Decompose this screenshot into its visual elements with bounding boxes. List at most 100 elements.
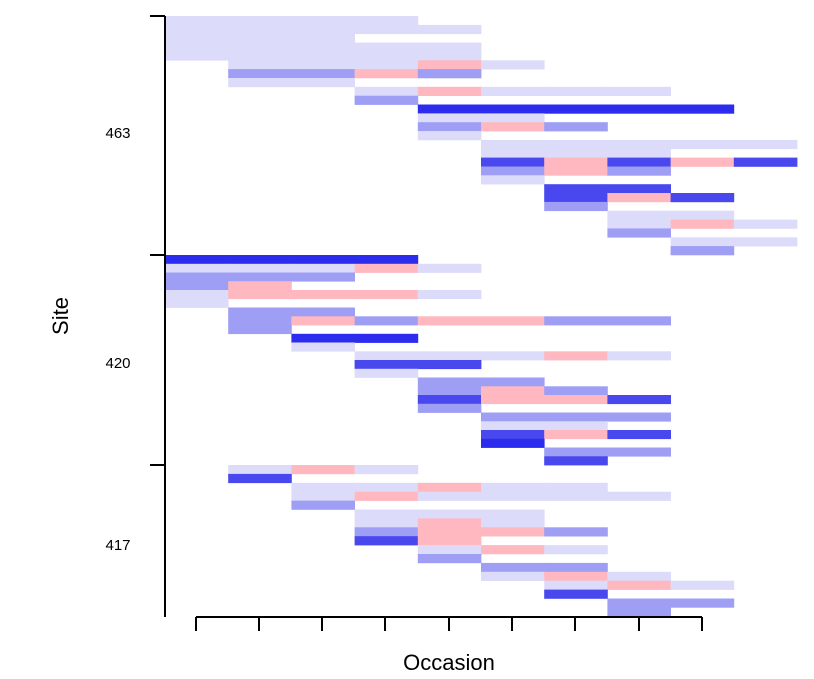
heat-cell bbox=[228, 263, 292, 273]
heat-cell bbox=[354, 536, 419, 546]
heat-cell bbox=[417, 24, 482, 35]
heat-cell bbox=[481, 412, 545, 422]
heat-cell bbox=[481, 491, 545, 501]
heat-cell bbox=[417, 42, 482, 52]
heat-cell bbox=[228, 78, 292, 88]
heat-cell bbox=[228, 473, 292, 484]
y-tick-label: 417 bbox=[105, 537, 130, 554]
heat-cell bbox=[417, 527, 482, 537]
heat-cell bbox=[607, 395, 671, 405]
heat-cell bbox=[544, 491, 608, 501]
heat-cell bbox=[228, 24, 292, 35]
heat-cell bbox=[228, 465, 292, 475]
heat-cell bbox=[354, 255, 419, 265]
heat-cell bbox=[544, 562, 608, 573]
heat-cell bbox=[165, 272, 229, 282]
heat-cell bbox=[481, 316, 545, 326]
heat-cell bbox=[607, 210, 671, 220]
y-axis-title: Site bbox=[48, 297, 73, 335]
heat-cell bbox=[481, 482, 545, 492]
heat-cell bbox=[417, 263, 482, 273]
heat-cell bbox=[354, 482, 419, 492]
heat-cell bbox=[228, 255, 292, 265]
heat-cell bbox=[544, 139, 608, 150]
axes-layer: 463 420 417 bbox=[105, 15, 703, 631]
heat-cell bbox=[291, 16, 355, 26]
heat-cell bbox=[354, 360, 419, 370]
heat-cell bbox=[417, 113, 482, 123]
heat-cell bbox=[544, 447, 608, 457]
heat-cell bbox=[291, 69, 355, 79]
heat-cell bbox=[417, 51, 482, 61]
heat-cell bbox=[291, 465, 355, 475]
heat-cell bbox=[417, 104, 482, 114]
heat-cell bbox=[481, 377, 545, 387]
heat-cell bbox=[544, 351, 608, 361]
heat-cell bbox=[544, 104, 608, 114]
heat-cell bbox=[417, 290, 482, 300]
heat-cell bbox=[544, 122, 608, 132]
heat-cell bbox=[291, 342, 355, 352]
heat-cell bbox=[670, 580, 735, 590]
heat-cell bbox=[417, 69, 482, 79]
heat-cell bbox=[544, 589, 608, 599]
heat-cell bbox=[417, 351, 482, 361]
heat-cell bbox=[417, 60, 482, 70]
heat-cell bbox=[544, 421, 608, 431]
heat-cell bbox=[607, 351, 671, 361]
heat-cell bbox=[607, 598, 671, 608]
heat-cell bbox=[228, 290, 292, 300]
heat-cell bbox=[481, 421, 545, 431]
heat-cell bbox=[544, 571, 608, 581]
heat-cell bbox=[228, 16, 292, 26]
heat-cell bbox=[417, 131, 482, 141]
heat-cell bbox=[417, 403, 482, 413]
x-axis-title: Occasion bbox=[403, 650, 495, 675]
heat-cell bbox=[417, 377, 482, 387]
heat-cell bbox=[544, 456, 608, 466]
heat-cell bbox=[607, 447, 671, 457]
heat-cell bbox=[607, 430, 671, 440]
heat-cell bbox=[417, 395, 482, 405]
heat-cell bbox=[417, 491, 482, 501]
heat-cell bbox=[481, 60, 545, 70]
heat-cell bbox=[354, 290, 419, 300]
heat-cell bbox=[417, 360, 482, 370]
heat-cell bbox=[354, 95, 419, 105]
heat-cell bbox=[291, 491, 355, 501]
heat-cell bbox=[481, 386, 545, 396]
heat-cell bbox=[165, 263, 229, 273]
heat-cell bbox=[354, 509, 419, 519]
heat-cell bbox=[228, 60, 292, 70]
heat-cell bbox=[354, 69, 419, 79]
heat-cell bbox=[607, 193, 671, 203]
heat-cell bbox=[417, 316, 482, 326]
heat-cell bbox=[544, 157, 608, 167]
heat-cell bbox=[291, 60, 355, 70]
heat-cell bbox=[291, 42, 355, 52]
heat-cell bbox=[291, 33, 355, 43]
heat-cell bbox=[228, 51, 292, 61]
heat-cell bbox=[481, 527, 545, 537]
heat-cell bbox=[607, 219, 671, 229]
heat-cell bbox=[228, 33, 292, 43]
heat-cell bbox=[291, 333, 355, 343]
heat-cell bbox=[607, 571, 671, 581]
heat-cell bbox=[354, 368, 419, 378]
heat-cell bbox=[481, 518, 545, 528]
cell-layer bbox=[165, 16, 798, 617]
y-tick-labels: 463 420 417 bbox=[105, 125, 130, 554]
heat-cell bbox=[670, 193, 735, 203]
heat-cell bbox=[165, 298, 229, 308]
heat-cell bbox=[291, 500, 355, 510]
heat-cell bbox=[607, 139, 671, 150]
heat-cell bbox=[544, 148, 608, 158]
heat-cell bbox=[481, 148, 545, 158]
heat-cell bbox=[291, 272, 355, 282]
heat-cell bbox=[544, 482, 608, 492]
heat-cell bbox=[670, 210, 735, 220]
heat-cell bbox=[354, 527, 419, 537]
heat-cell bbox=[354, 465, 419, 475]
heat-cell bbox=[417, 122, 482, 132]
